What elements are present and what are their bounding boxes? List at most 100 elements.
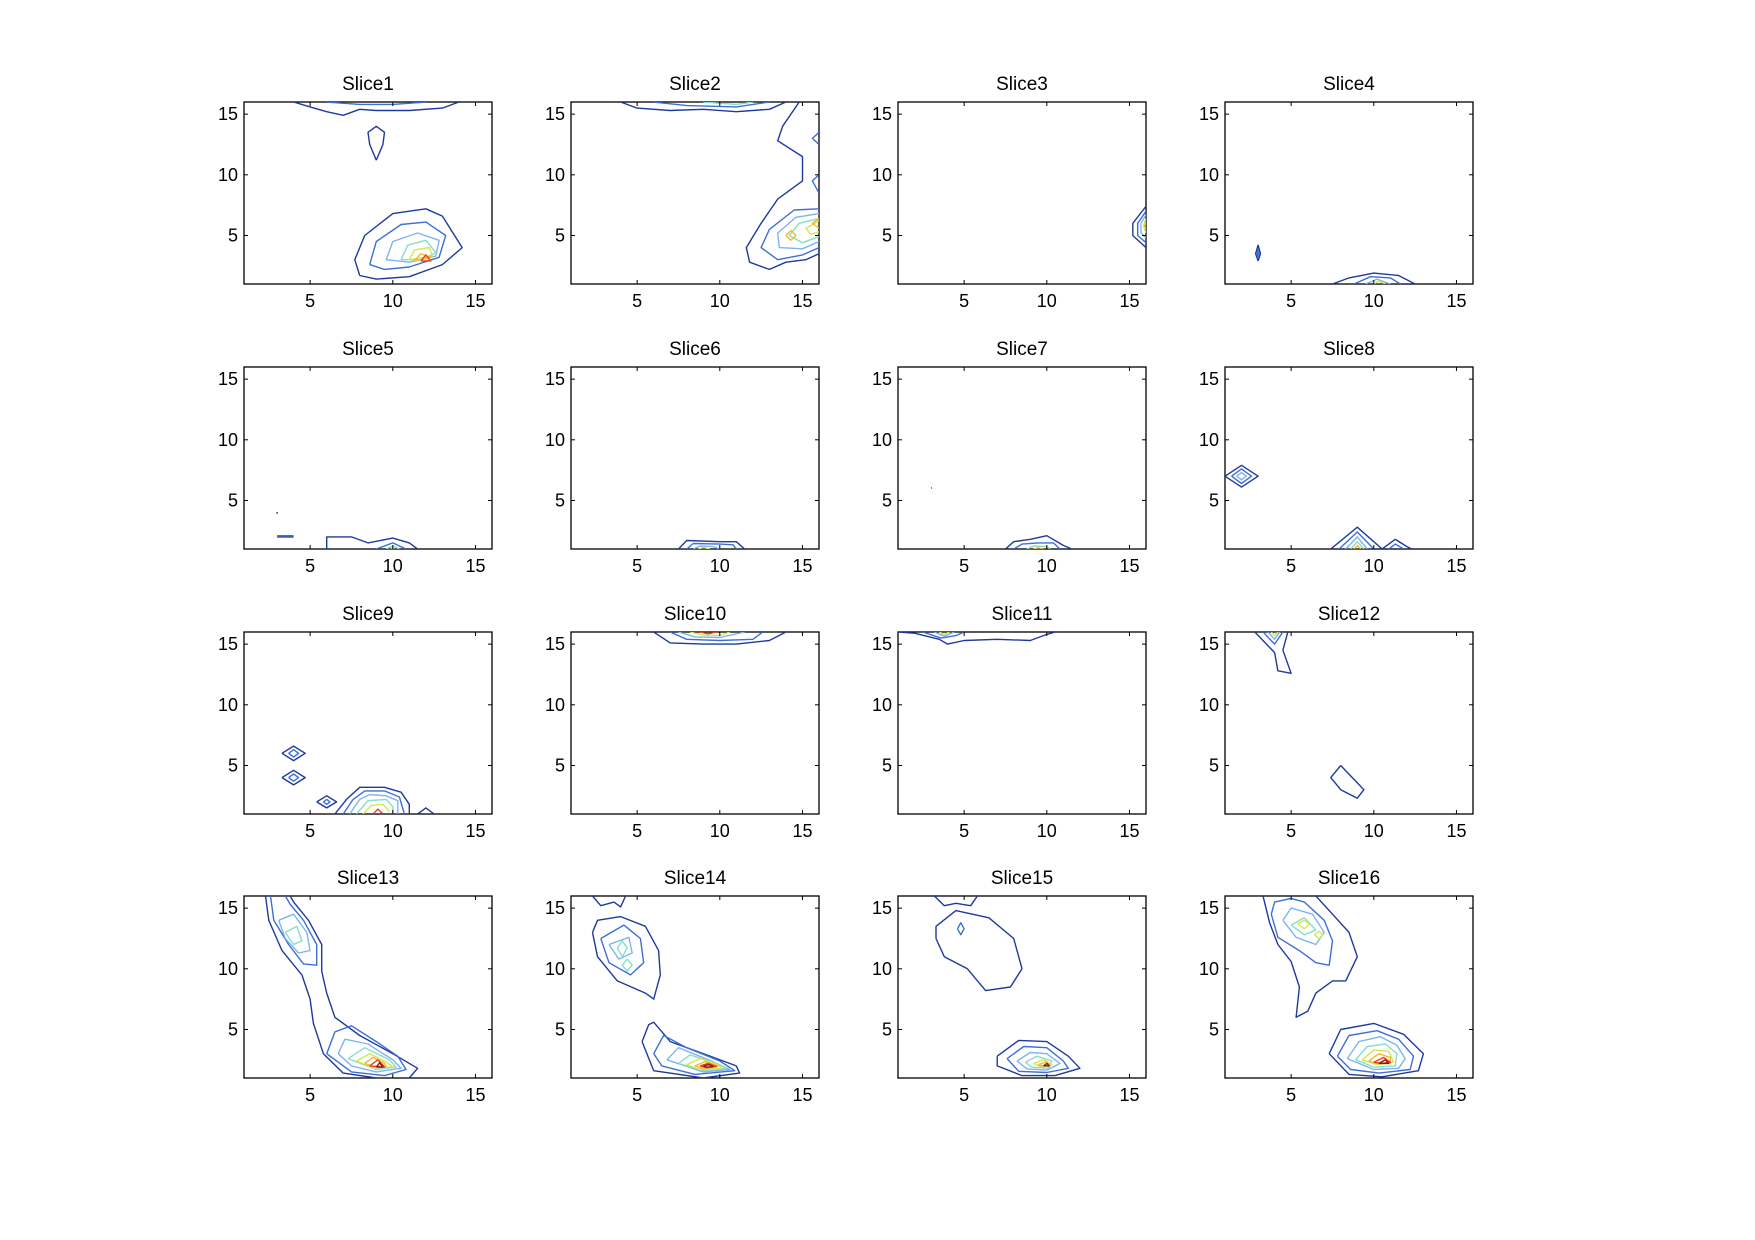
y-tick-label: 15 xyxy=(545,104,565,124)
contour-line xyxy=(898,632,1056,645)
x-tick-label: 5 xyxy=(959,556,969,576)
contour-line xyxy=(375,1062,384,1068)
contour-line xyxy=(693,545,721,549)
subplot-title: Slice14 xyxy=(664,868,727,889)
subplot-9: Slice9 5 10 15 5 10 15 xyxy=(218,604,493,841)
contour-line xyxy=(1353,276,1401,284)
contour-line xyxy=(1267,632,1281,640)
contour-line xyxy=(653,102,770,108)
y-tick-label: 10 xyxy=(872,430,892,450)
contour-line xyxy=(669,632,764,642)
x-tick-label: 5 xyxy=(305,556,315,576)
subplot-title: Slice10 xyxy=(664,604,726,625)
y-tick-label: 10 xyxy=(218,165,238,185)
x-tick-label: 10 xyxy=(383,556,403,576)
subplot-title: Slice13 xyxy=(337,868,399,889)
contour-line xyxy=(349,793,399,814)
contour-line xyxy=(1290,917,1317,936)
contour-line xyxy=(641,1021,741,1078)
y-tick-label: 5 xyxy=(228,1019,238,1039)
contour-line xyxy=(1262,632,1284,645)
contour-group xyxy=(1254,632,1365,799)
x-tick-label: 10 xyxy=(383,291,403,311)
contour-group xyxy=(1132,205,1146,249)
contour-line xyxy=(620,102,787,113)
contour-line xyxy=(1270,897,1334,966)
contour-line xyxy=(699,1062,718,1069)
contour-line xyxy=(264,896,419,1078)
y-tick-label: 5 xyxy=(882,755,892,775)
contour-group xyxy=(898,632,1056,645)
contour-line xyxy=(1144,221,1146,230)
contour-line xyxy=(1361,1049,1395,1066)
contour-line xyxy=(362,803,391,814)
contour-line xyxy=(420,254,432,262)
x-tick-label: 15 xyxy=(1446,821,1466,841)
subplot-10: Slice10 5 10 15 5 10 15 xyxy=(545,604,820,841)
x-tick-label: 10 xyxy=(710,556,730,576)
contour-line xyxy=(1236,471,1248,481)
y-tick-label: 15 xyxy=(1199,104,1219,124)
x-tick-label: 10 xyxy=(383,1085,403,1105)
contour-line xyxy=(337,1038,402,1073)
axes-frame xyxy=(1224,101,1474,285)
contour-line xyxy=(316,795,338,809)
contour-line xyxy=(1313,930,1324,940)
contour-line xyxy=(1381,538,1413,549)
contour-line xyxy=(1033,1059,1053,1068)
x-tick-label: 15 xyxy=(1119,556,1139,576)
contour-line xyxy=(811,131,819,146)
contour-line xyxy=(284,925,303,946)
contour-group xyxy=(1225,464,1413,549)
x-tick-label: 10 xyxy=(1037,556,1057,576)
x-tick-label: 10 xyxy=(710,821,730,841)
contour-line xyxy=(956,922,965,936)
contour-line xyxy=(385,232,440,263)
y-tick-label: 15 xyxy=(1199,898,1219,918)
contour-line xyxy=(1270,632,1279,637)
contour-line xyxy=(1132,205,1146,249)
x-tick-label: 10 xyxy=(1364,821,1384,841)
y-tick-label: 15 xyxy=(872,898,892,918)
contour-line xyxy=(1373,1056,1392,1065)
y-tick-label: 10 xyxy=(545,430,565,450)
y-tick-label: 10 xyxy=(218,959,238,979)
y-tick-label: 15 xyxy=(1199,369,1219,389)
x-tick-label: 5 xyxy=(632,556,642,576)
contour-group xyxy=(281,745,435,814)
contour-line xyxy=(811,174,819,194)
x-tick-label: 5 xyxy=(1286,1085,1296,1105)
y-tick-label: 5 xyxy=(555,225,565,245)
contour-line xyxy=(376,542,407,549)
y-tick-label: 5 xyxy=(882,490,892,510)
y-tick-label: 5 xyxy=(555,1019,565,1039)
subplot-title: Slice3 xyxy=(996,74,1048,95)
y-tick-label: 10 xyxy=(218,430,238,450)
y-tick-label: 10 xyxy=(545,959,565,979)
axes-frame xyxy=(243,101,493,285)
contour-line xyxy=(686,542,737,549)
contour-line xyxy=(326,102,426,106)
y-tick-label: 5 xyxy=(555,755,565,775)
contour-group xyxy=(591,896,741,1078)
subplot-7: Slice7 5 10 15 5 10 15 xyxy=(872,339,1147,576)
contour-line xyxy=(591,896,627,908)
subplot-13: Slice13 5 10 15 5 10 15 xyxy=(218,868,493,1105)
y-tick-label: 15 xyxy=(872,634,892,654)
axes-frame xyxy=(897,631,1147,815)
y-tick-label: 15 xyxy=(1199,634,1219,654)
contour-line xyxy=(811,217,819,229)
y-tick-label: 15 xyxy=(872,104,892,124)
subplot-16: Slice16 5 10 15 5 10 15 xyxy=(1199,868,1474,1105)
x-tick-label: 5 xyxy=(632,821,642,841)
contour-group xyxy=(293,102,463,280)
subplot-title: Slice9 xyxy=(342,604,394,625)
x-tick-label: 15 xyxy=(1446,556,1466,576)
contour-line xyxy=(1262,896,1359,1018)
x-tick-label: 5 xyxy=(1286,821,1296,841)
contour-line xyxy=(293,102,460,117)
contour-group xyxy=(1254,244,1416,284)
contour-line xyxy=(1225,464,1259,488)
x-tick-label: 10 xyxy=(710,1085,730,1105)
